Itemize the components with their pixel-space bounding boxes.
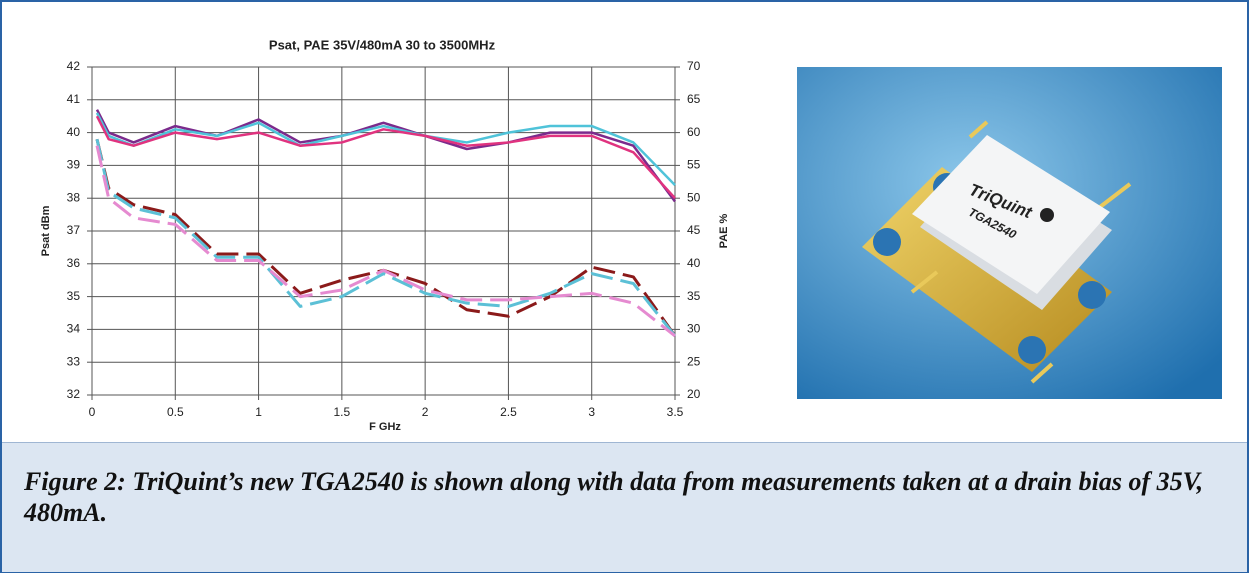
y-tick-label: 42 <box>67 59 81 73</box>
x-tick-label: 1.5 <box>334 405 351 419</box>
y-tick-label: 36 <box>67 256 81 270</box>
y-tick-label: 40 <box>67 125 81 139</box>
product-photo: TriQuint TGA2540 <box>797 67 1222 399</box>
y-tick-label: 34 <box>67 322 81 336</box>
x-tick-label: 1 <box>255 405 262 419</box>
y2-tick-label: 50 <box>687 190 701 204</box>
chart-title: Psat, PAE 35V/480mA 30 to 3500MHz <box>269 37 496 52</box>
y-tick-label: 38 <box>67 190 81 204</box>
chart: Psat, PAE 35V/480mA 30 to 3500MHz F GHz … <box>2 2 1247 442</box>
y-tick-label: 39 <box>67 158 81 172</box>
y-tick-label: 35 <box>67 289 81 303</box>
y2-tick-label: 65 <box>687 92 701 106</box>
y2-tick-label: 20 <box>687 387 701 401</box>
x-tick-label: 0 <box>89 405 96 419</box>
x-tick-label: 2.5 <box>500 405 517 419</box>
y2-tick-label: 60 <box>687 125 701 139</box>
y2-tick-label: 55 <box>687 158 701 172</box>
series-line <box>97 139 675 336</box>
figure-frame: Psat, PAE 35V/480mA 30 to 3500MHz F GHz … <box>0 0 1249 573</box>
x-tick-label: 3 <box>588 405 595 419</box>
y2-tick-label: 35 <box>687 289 701 303</box>
y-axis-label: Psat dBm <box>40 205 52 256</box>
y-tick-label: 37 <box>67 223 81 237</box>
y2-tick-label: 70 <box>687 59 701 73</box>
y2-axis-label: PAE % <box>718 213 730 248</box>
x-axis-label: F GHz <box>369 421 401 433</box>
x-tick-label: 2 <box>422 405 429 419</box>
y2-tick-label: 25 <box>687 354 701 368</box>
y2-tick-label: 40 <box>687 256 701 270</box>
y-tick-label: 33 <box>67 354 81 368</box>
series-line <box>97 139 675 336</box>
x-tick-label: 0.5 <box>167 405 184 419</box>
y2-tick-label: 45 <box>687 223 701 237</box>
series-line <box>97 110 675 202</box>
y2-tick-label: 30 <box>687 322 701 336</box>
y-tick-label: 32 <box>67 387 81 401</box>
series-line <box>97 146 675 336</box>
y-tick-label: 41 <box>67 92 81 106</box>
x-tick-label: 3.5 <box>667 405 684 419</box>
caption: Figure 2: TriQuint’s new TGA2540 is show… <box>24 466 1224 528</box>
